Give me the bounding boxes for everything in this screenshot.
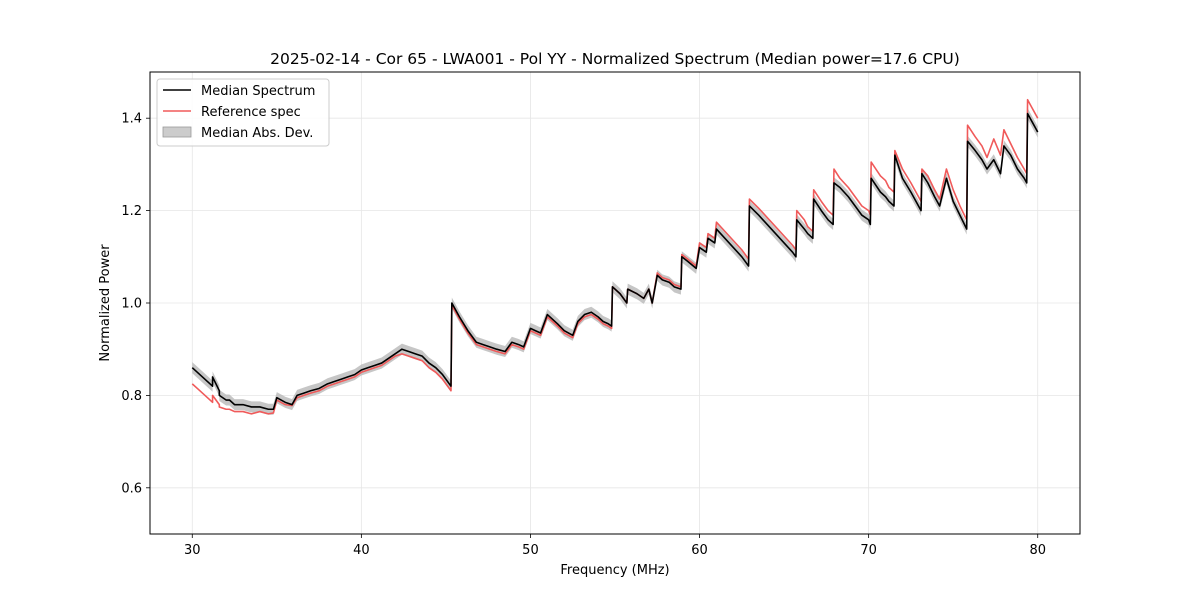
y-tick-label: 1.0 <box>121 297 142 312</box>
median-series-group <box>191 112 1039 411</box>
x-tick-label: 60 <box>691 543 708 558</box>
legend-median-label: Median Spectrum <box>201 84 315 99</box>
x-tick-label: 40 <box>353 543 370 558</box>
legend-mad-label: Median Abs. Dev. <box>201 126 313 141</box>
x-tick-label: 80 <box>1029 543 1046 558</box>
y-axis-label: Normalized Power <box>98 244 113 362</box>
legend: Median Spectrum Reference spec Median Ab… <box>156 78 330 147</box>
y-tick-label: 1.2 <box>121 204 142 219</box>
x-axis-ticks: 30 40 50 60 70 80 <box>184 534 1046 558</box>
x-tick-label: 70 <box>860 543 877 558</box>
legend-mad-swatch <box>162 126 192 138</box>
y-tick-label: 0.8 <box>121 389 142 404</box>
legend-reference-label: Reference spec <box>201 105 301 120</box>
chart-title: 2025-02-14 - Cor 65 - LWA001 - Pol YY - … <box>270 50 960 68</box>
x-axis-label: Frequency (MHz) <box>560 563 669 578</box>
legend-box <box>156 78 330 147</box>
y-tick-label: 1.4 <box>121 112 142 127</box>
x-tick-label: 30 <box>184 543 201 558</box>
y-tick-label: 0.6 <box>121 481 142 496</box>
y-axis-ticks: 0.6 0.8 1.0 1.2 1.4 <box>121 112 150 496</box>
median-spectrum-line <box>191 112 1039 411</box>
x-tick-label: 50 <box>522 543 539 558</box>
